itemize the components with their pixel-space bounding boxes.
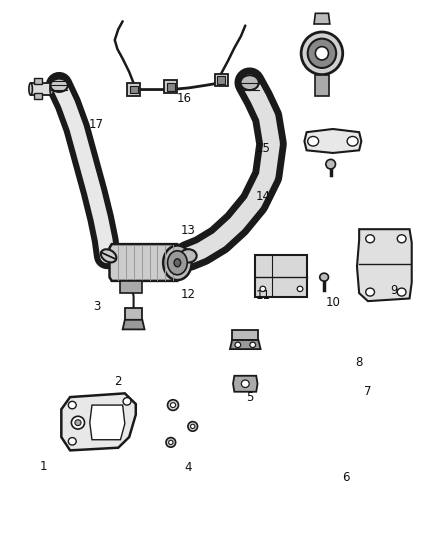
Polygon shape	[232, 330, 258, 340]
Polygon shape	[233, 376, 258, 392]
Ellipse shape	[163, 245, 192, 280]
Text: 10: 10	[325, 296, 340, 309]
Text: 11: 11	[255, 289, 270, 302]
Ellipse shape	[307, 38, 336, 68]
Ellipse shape	[297, 286, 303, 292]
Text: 15: 15	[255, 142, 270, 155]
Polygon shape	[215, 74, 228, 86]
Polygon shape	[304, 129, 361, 153]
Text: 5: 5	[246, 391, 253, 403]
Polygon shape	[123, 320, 145, 329]
Polygon shape	[164, 80, 177, 93]
Ellipse shape	[250, 342, 255, 348]
Polygon shape	[315, 75, 328, 96]
Polygon shape	[217, 76, 225, 84]
Polygon shape	[230, 340, 261, 349]
Text: 3: 3	[93, 300, 100, 313]
Ellipse shape	[315, 47, 328, 60]
Text: 12: 12	[181, 288, 196, 301]
Polygon shape	[120, 281, 142, 293]
Polygon shape	[314, 13, 330, 24]
Ellipse shape	[326, 159, 336, 169]
Ellipse shape	[123, 398, 131, 405]
Text: 7: 7	[364, 385, 372, 398]
Polygon shape	[127, 83, 140, 96]
Ellipse shape	[347, 136, 358, 146]
FancyBboxPatch shape	[255, 255, 307, 297]
Polygon shape	[110, 244, 180, 281]
Ellipse shape	[191, 424, 195, 429]
Text: 6: 6	[342, 471, 350, 483]
Ellipse shape	[397, 235, 406, 243]
Polygon shape	[34, 78, 42, 84]
Text: 16: 16	[177, 92, 191, 105]
Polygon shape	[130, 86, 138, 93]
Text: 13: 13	[181, 224, 196, 237]
Polygon shape	[125, 308, 142, 320]
Ellipse shape	[169, 440, 173, 445]
Ellipse shape	[320, 273, 328, 281]
Ellipse shape	[29, 83, 32, 95]
Ellipse shape	[50, 83, 53, 95]
Ellipse shape	[235, 342, 241, 348]
Ellipse shape	[366, 235, 374, 243]
Ellipse shape	[170, 403, 176, 407]
Ellipse shape	[397, 288, 406, 296]
Text: 1: 1	[40, 460, 48, 473]
Ellipse shape	[301, 32, 343, 75]
Ellipse shape	[75, 420, 81, 426]
Text: 14: 14	[255, 190, 270, 203]
Polygon shape	[61, 393, 136, 450]
Ellipse shape	[168, 400, 179, 410]
Ellipse shape	[307, 136, 318, 146]
Polygon shape	[167, 83, 175, 91]
Ellipse shape	[240, 75, 259, 90]
Text: 4: 4	[184, 462, 192, 474]
Ellipse shape	[188, 422, 198, 431]
Text: 8: 8	[356, 356, 363, 369]
Polygon shape	[34, 93, 42, 99]
Ellipse shape	[166, 438, 176, 447]
Ellipse shape	[180, 249, 197, 263]
Ellipse shape	[168, 251, 187, 275]
Polygon shape	[90, 405, 125, 440]
Ellipse shape	[68, 438, 76, 445]
Text: 9: 9	[390, 284, 398, 297]
Polygon shape	[31, 83, 52, 95]
Ellipse shape	[71, 416, 85, 429]
Ellipse shape	[241, 380, 249, 387]
Ellipse shape	[68, 401, 76, 409]
Text: 2: 2	[114, 375, 122, 387]
Ellipse shape	[260, 286, 265, 292]
Ellipse shape	[101, 249, 117, 262]
Ellipse shape	[174, 259, 180, 266]
Text: 17: 17	[89, 118, 104, 131]
Ellipse shape	[50, 78, 68, 92]
Polygon shape	[357, 229, 412, 301]
Ellipse shape	[366, 288, 374, 296]
